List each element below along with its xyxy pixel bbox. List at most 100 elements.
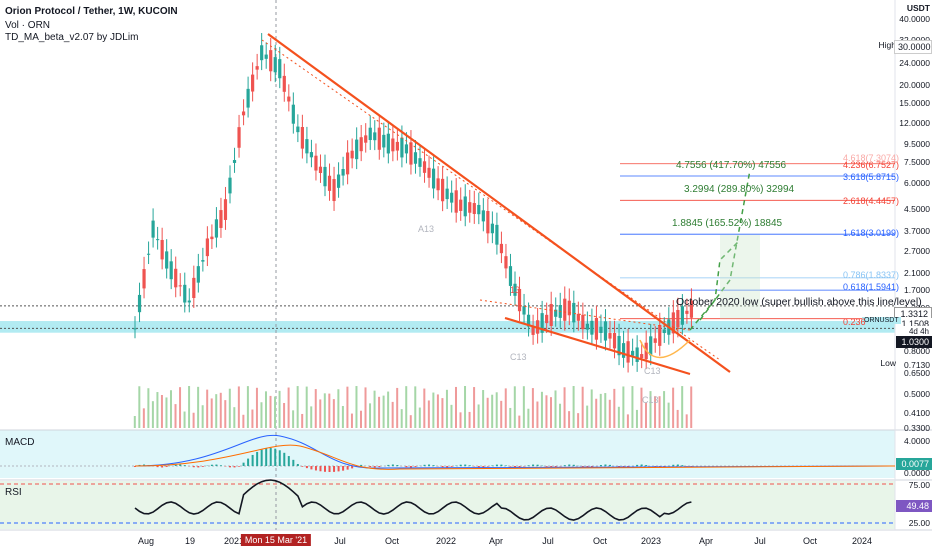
candle-body: [368, 127, 372, 141]
volume-bar: [319, 399, 322, 428]
candle-body: [255, 66, 259, 70]
candle-body: [594, 317, 599, 340]
candle-body: [526, 314, 531, 327]
price-tick: 15.0000: [899, 98, 930, 108]
volume-bar: [477, 404, 480, 428]
candle-body: [187, 300, 191, 303]
macd-hist: [251, 454, 254, 466]
price-tick: 9.5000: [904, 139, 930, 149]
high-value-tag: 30.0000: [894, 40, 932, 54]
macd-hist: [581, 466, 584, 467]
volume-bar: [681, 386, 684, 428]
candle-body: [513, 283, 517, 296]
candle-body: [355, 139, 359, 160]
volume-bar: [233, 407, 236, 428]
candle-body: [658, 324, 662, 346]
macd-hist: [599, 465, 602, 466]
volume-bar: [151, 401, 154, 428]
date-tick: 19: [184, 536, 196, 546]
macd-hist: [161, 466, 164, 468]
macd-hist: [351, 466, 354, 469]
volume-bar: [640, 387, 643, 428]
volume-bar: [536, 401, 539, 428]
candle-body: [508, 266, 513, 286]
price-tick: 0.8000: [904, 346, 930, 356]
candle-body: [350, 150, 354, 159]
candle-body: [404, 144, 409, 154]
volume-bar: [577, 413, 580, 428]
volume-bar: [676, 409, 679, 428]
candle-body: [192, 277, 196, 299]
volume-bar: [323, 393, 326, 428]
macd-hist: [219, 465, 222, 466]
macd-hist: [459, 464, 462, 466]
volume-bar: [156, 392, 159, 428]
resistance-trendline: [267, 33, 731, 373]
macd-hist: [174, 464, 177, 466]
ornusdt-tag: ORNUSDT: [862, 317, 901, 324]
measure-3: 1.8845 (165.52%) 18845: [672, 218, 783, 229]
macd-hist: [441, 466, 444, 468]
candle-body: [554, 309, 558, 317]
td-count-c13-3: C13: [642, 395, 659, 405]
candle-body: [653, 338, 657, 343]
price-tick: 6.0000: [904, 178, 930, 188]
macd-hist: [604, 464, 607, 466]
macd-hist: [201, 466, 204, 467]
macd-hist: [337, 466, 340, 472]
volume-bar: [450, 404, 453, 428]
volume-bar: [396, 387, 399, 428]
candle-body: [146, 253, 151, 255]
volume-bar: [513, 386, 516, 428]
macd-hist: [636, 464, 639, 466]
price-tick: 4.5000: [904, 204, 930, 214]
volume-bar: [531, 388, 534, 428]
date-tick: 2022: [435, 536, 457, 546]
volume-bar: [174, 404, 177, 428]
candle-body: [685, 310, 689, 314]
candle-body: [631, 350, 635, 356]
fib-top-faint: 4.618(7.3074): [843, 153, 900, 163]
candle-body: [228, 177, 232, 194]
candle-body: [196, 266, 200, 283]
candle-body: [545, 314, 549, 324]
volume-bar: [219, 392, 222, 428]
volume-bar: [432, 392, 435, 428]
candle-body: [522, 306, 526, 315]
candle-body: [450, 192, 454, 203]
volume-bar: [278, 390, 281, 428]
candle-body: [626, 341, 630, 363]
price-tick: 0.7130: [904, 360, 930, 370]
volume-bar: [568, 411, 571, 428]
candle-body: [219, 210, 223, 228]
volume-bar: [224, 400, 227, 428]
macd-hist: [405, 466, 408, 468]
fib-0786: 0.786(1.8337): [843, 270, 900, 280]
macd-hist: [292, 459, 295, 466]
volume-bar: [631, 386, 634, 428]
volume-bar: [423, 388, 426, 428]
volume-bar: [518, 415, 521, 428]
candle-body: [454, 190, 458, 213]
indicator-legend: TD_MA_beta_v2.07 by JDLim: [5, 32, 139, 43]
candle-body: [495, 224, 499, 245]
candle-body: [676, 309, 680, 328]
dotted-support: [479, 299, 691, 331]
candle-body: [481, 210, 485, 222]
date-tick: Apr: [698, 536, 714, 546]
volume-bar: [341, 406, 344, 428]
macd-bg: [0, 430, 895, 478]
orn-timer: 4d 4h: [896, 326, 932, 337]
candle-body: [621, 343, 626, 358]
volume-bar: [260, 402, 263, 428]
macd-hist: [269, 448, 272, 466]
macd-hist: [265, 448, 268, 466]
macd-hist: [229, 466, 231, 468]
candle-body: [178, 285, 182, 287]
volume-bar: [201, 405, 204, 428]
macd-hist: [247, 458, 250, 466]
rsi-label: RSI: [5, 487, 22, 498]
fib-0618: 0.618(1.5941): [843, 282, 900, 292]
volume-bar: [590, 389, 593, 428]
